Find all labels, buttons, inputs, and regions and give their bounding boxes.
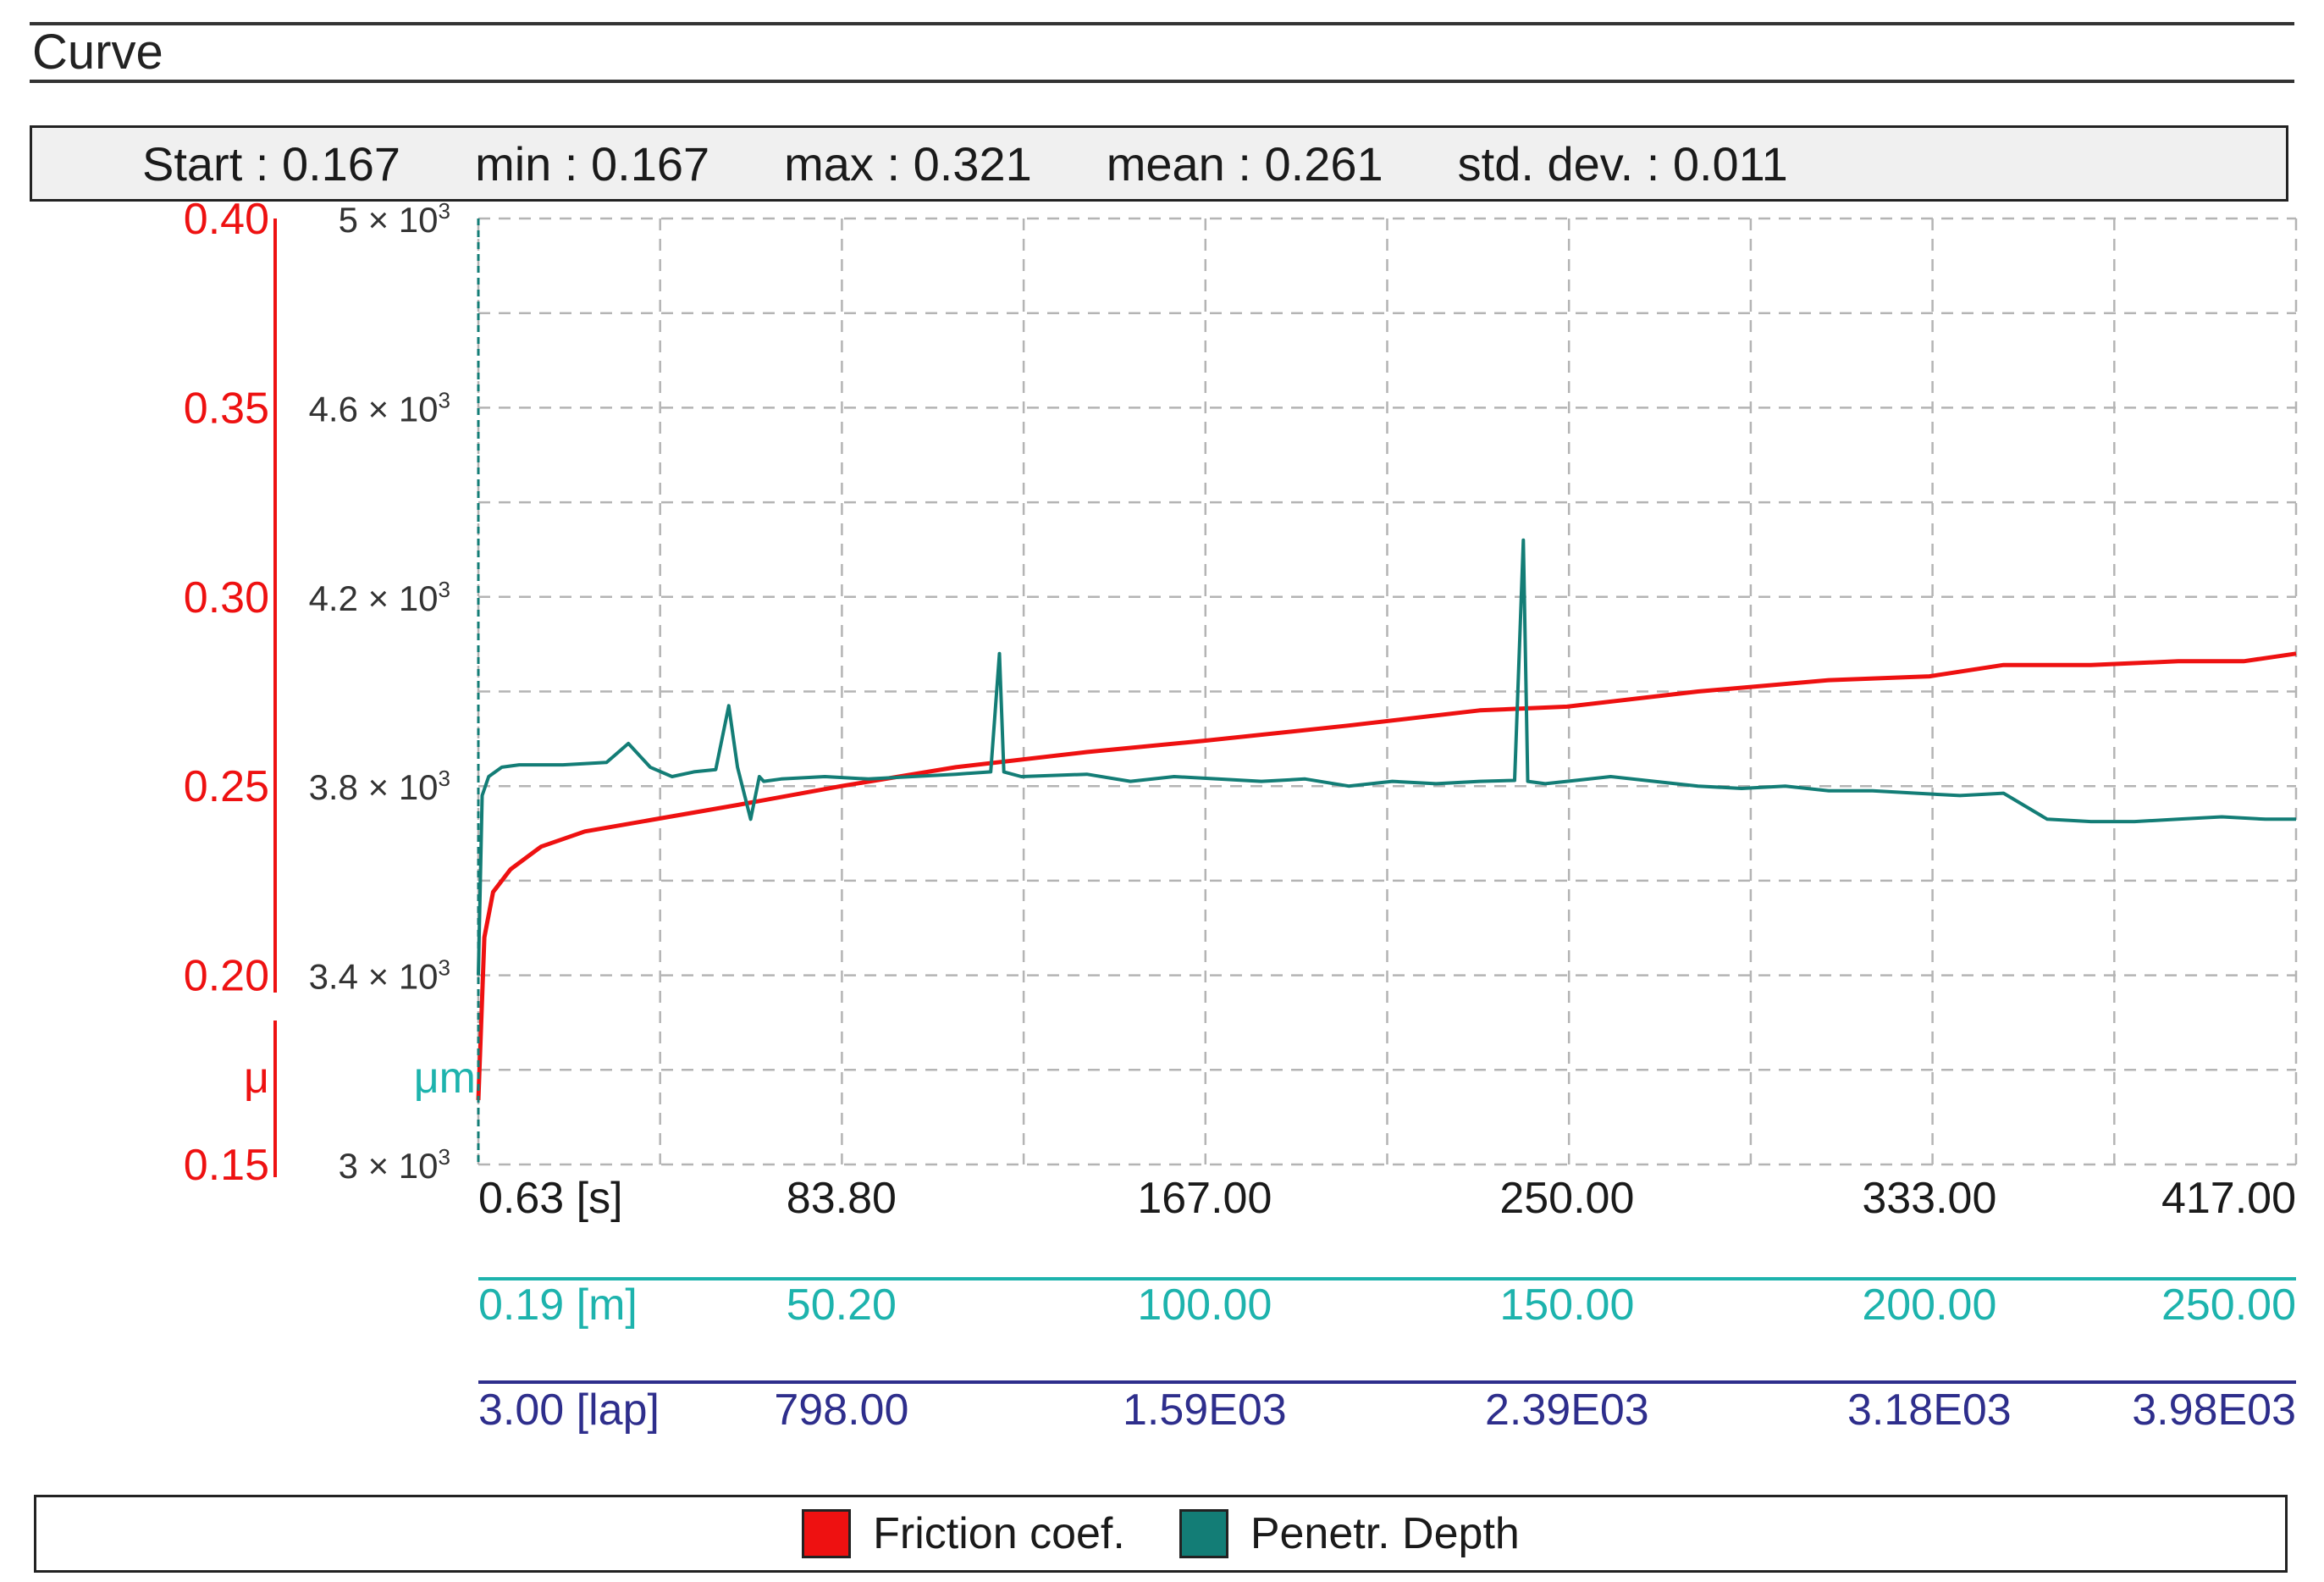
stat-min: min : 0.167	[475, 136, 710, 191]
time-tick-label: 250.00	[1499, 1174, 1634, 1223]
depth-unit-label: μm	[414, 1054, 476, 1103]
series-group	[476, 538, 2297, 1101]
depth-tick-label: 3.4 × 103	[309, 955, 450, 997]
distance-tick-label: 100.00	[1137, 1281, 1272, 1330]
friction-tick-label: 0.15	[184, 1141, 269, 1190]
axes: 0.40 0.35 0.30 0.25 0.20 0.15 μ 5 × 103 4.6 × 10…	[184, 195, 2296, 1435]
distance-tick-label: 50.20	[787, 1281, 897, 1330]
depth-swatch	[1179, 1509, 1228, 1558]
lap-tick-label: 3.00 [lap]	[478, 1386, 660, 1435]
distance-tick-label: 250.00	[2161, 1281, 2296, 1330]
friction-swatch	[802, 1509, 852, 1558]
time-tick-label: 167.00	[1137, 1174, 1272, 1223]
grid	[477, 217, 2298, 1166]
title-underline	[30, 80, 2294, 83]
legend-label-friction: Friction coef.	[873, 1509, 1125, 1558]
friction-tick-label: 0.25	[184, 762, 269, 811]
legend-item-friction[interactable]: Friction coef.	[802, 1508, 1125, 1559]
penetration-depth-line	[477, 538, 2296, 976]
friction-tick-label: 0.35	[184, 384, 269, 433]
time-tick-label: 333.00	[1862, 1174, 1996, 1223]
depth-tick-label: 3.8 × 103	[309, 766, 450, 807]
statistics-bar: Start : 0.167 min : 0.167 max : 0.321 me…	[30, 125, 2288, 202]
friction-tick-label: 0.40	[184, 195, 269, 244]
depth-tick-label: 5 × 103	[339, 198, 450, 240]
distance-tick-label: 200.00	[1862, 1281, 1996, 1330]
stat-max: max : 0.321	[784, 136, 1032, 191]
lap-tick-label: 1.59E03	[1123, 1386, 1287, 1435]
stat-std-dev: std. dev. : 0.011	[1457, 136, 1788, 191]
panel-title: Curve	[32, 25, 163, 80]
lap-tick-label: 3.18E03	[1847, 1386, 2012, 1435]
time-tick-label: 83.80	[787, 1174, 897, 1223]
friction-unit-label: μ	[244, 1054, 269, 1103]
lap-tick-label: 3.98E03	[2132, 1386, 2296, 1435]
depth-tick-label: 3 × 103	[339, 1144, 450, 1186]
lap-tick-label: 798.00	[774, 1386, 908, 1435]
lap-tick-label: 2.39E03	[1485, 1386, 1649, 1435]
stat-start: Start : 0.167	[142, 136, 401, 191]
friction-coef-line	[476, 651, 2297, 1101]
stat-mean: mean : 0.261	[1106, 136, 1383, 191]
friction-tick-label: 0.20	[184, 952, 269, 1001]
legend-label-depth: Penetr. Depth	[1250, 1509, 1520, 1558]
legend-item-depth[interactable]: Penetr. Depth	[1179, 1508, 1520, 1559]
depth-tick-label: 4.2 × 103	[309, 577, 450, 618]
time-tick-label: 417.00	[2161, 1174, 2296, 1223]
top-rule	[30, 22, 2294, 25]
depth-tick-label: 4.6 × 103	[309, 387, 450, 429]
distance-tick-label: 150.00	[1499, 1281, 1634, 1330]
time-tick-label: 0.63 [s]	[478, 1174, 623, 1223]
distance-tick-label: 0.19 [m]	[478, 1281, 638, 1330]
friction-tick-label: 0.30	[184, 573, 269, 622]
legend: Friction coef. Penetr. Depth	[34, 1495, 2288, 1573]
